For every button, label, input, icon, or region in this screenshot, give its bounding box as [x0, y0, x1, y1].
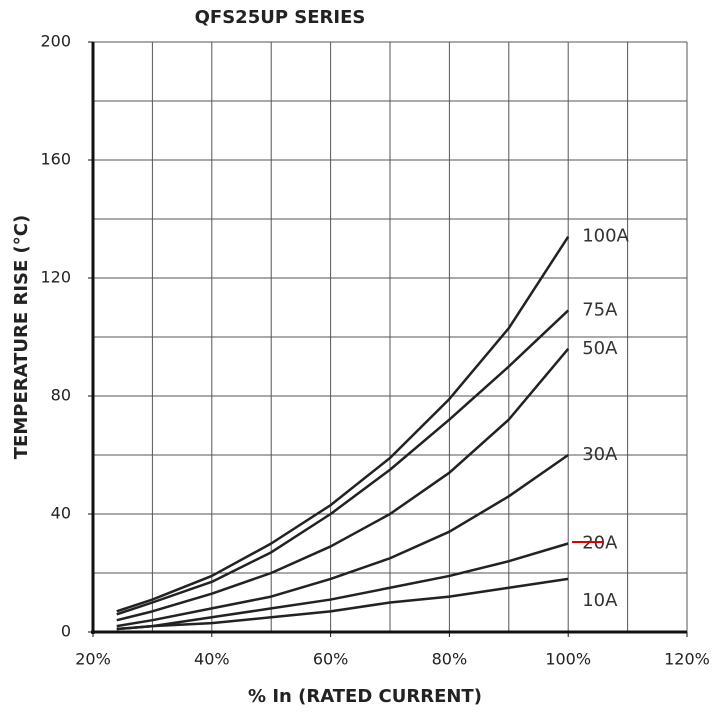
- series-label: 75A: [582, 299, 618, 320]
- x-tick-label: 20%: [75, 650, 111, 669]
- x-tick-label: 120%: [664, 650, 710, 669]
- series-line: [116, 453, 569, 628]
- y-tick-label: 80: [51, 386, 71, 405]
- series-label: 10A: [582, 590, 618, 611]
- series-line: [116, 236, 570, 613]
- y-axis-label: TEMPERATURE RISE (°C): [11, 215, 32, 459]
- y-tick-label: 40: [51, 504, 71, 523]
- series-label: 100A: [582, 226, 629, 247]
- y-tick-label: 0: [61, 622, 71, 641]
- x-tick-label: 40%: [194, 650, 230, 669]
- x-tick-label: 100%: [545, 650, 591, 669]
- series-label: 30A: [582, 444, 618, 465]
- y-tick-label: 200: [40, 32, 71, 51]
- y-tick-label: 160: [40, 150, 71, 169]
- x-axis-label: % In (RATED CURRENT): [248, 686, 482, 707]
- series-line: [116, 347, 570, 622]
- chart-title: QFS25UP SERIES: [195, 7, 366, 28]
- series-line: [116, 542, 569, 631]
- series-label: 50A: [582, 338, 618, 359]
- plot-area: 20% 40% 60% 80% 100% 120% 0 40 80 120 160 200 100A 75…: [40, 32, 709, 669]
- x-tick-label: 60%: [313, 650, 349, 669]
- series-line: [116, 309, 570, 616]
- series-line: [116, 577, 569, 631]
- x-tick-label: 80%: [432, 650, 468, 669]
- y-tick-label: 120: [40, 268, 71, 287]
